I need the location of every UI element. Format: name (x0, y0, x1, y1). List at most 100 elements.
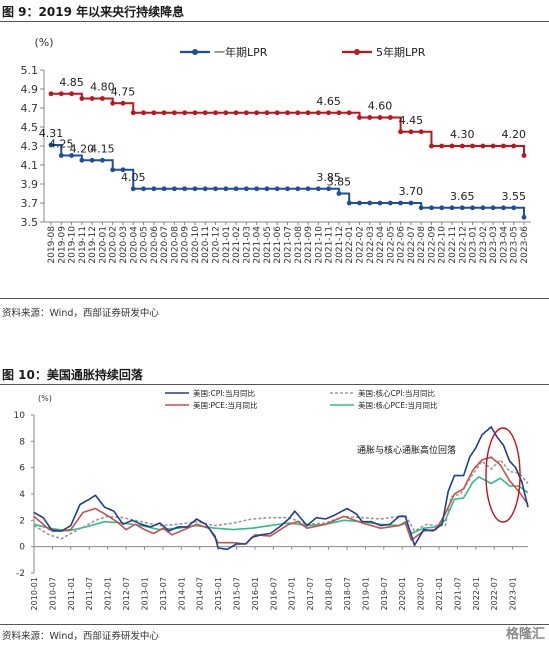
lpr-point (192, 186, 198, 192)
figure10-title: 图 10：美国通胀持续回落 (2, 368, 143, 382)
lpr-point (490, 143, 496, 149)
lpr-point (79, 96, 85, 101)
lpr-y-tick-label: 4.9 (21, 83, 39, 96)
lpr-point (511, 143, 517, 149)
lpr-point (367, 200, 373, 206)
lpr-point (429, 205, 434, 211)
lpr-point (295, 186, 301, 192)
lpr-point (315, 186, 321, 192)
lpr-point (110, 167, 116, 173)
lpr-x-tick-label: 2022-08 (417, 226, 427, 264)
lpr-point (305, 186, 311, 192)
lpr-point (223, 110, 229, 116)
lpr-x-tick-label: 2019-08 (47, 226, 57, 264)
lpr-point (336, 110, 342, 116)
lpr-legend-label-0: 一年期LPR (214, 45, 268, 59)
inflation-x-tick-label: 2018-01 (325, 577, 334, 610)
lpr-point (151, 186, 157, 192)
lpr-point (274, 110, 280, 116)
lpr-x-tick-label: 2020-05 (140, 226, 150, 264)
lpr-x-tick-label: 2020-06 (150, 226, 160, 264)
inflation-x-tick-label: 2021-01 (435, 577, 444, 610)
lpr-point (398, 200, 404, 206)
lpr-data-label: 4.20 (70, 142, 95, 155)
lpr-x-tick-label: 2023-04 (499, 226, 509, 264)
lpr-data-label: 4.05 (121, 171, 146, 184)
lpr-point (69, 91, 74, 97)
lpr-point (501, 143, 506, 149)
watermark-logo: 格隆汇 (505, 627, 545, 642)
lpr-data-label: 3.85 (316, 171, 341, 184)
lpr-data-label: 4.80 (90, 81, 115, 94)
lpr-point (315, 110, 321, 116)
lpr-data-label: 4.45 (399, 114, 424, 127)
lpr-point (490, 205, 496, 211)
inflation-y-tick-label: 0 (19, 543, 25, 553)
lpr-x-tick-label: 2021-04 (253, 226, 263, 264)
lpr-data-label: 3.70 (399, 185, 424, 198)
lpr-point (459, 143, 465, 149)
lpr-x-tick-label: 2020-12 (212, 226, 222, 264)
lpr-x-tick-label: 2021-12 (335, 226, 345, 264)
inflation-x-tick-label: 2016-01 (251, 577, 260, 610)
lpr-x-tick-label: 2021-06 (273, 226, 283, 264)
lpr-point (243, 186, 249, 192)
inflation-series-line-2 (33, 456, 529, 545)
inflation-y-tick-label: 4 (19, 490, 25, 500)
lpr-point (408, 200, 414, 206)
lpr-point (285, 110, 290, 116)
lpr-point (408, 129, 414, 135)
figure9-bottom-rule (0, 298, 549, 299)
lpr-point (511, 205, 517, 211)
inflation-x-tick-label: 2020-01 (398, 577, 407, 610)
lpr-point (326, 110, 332, 116)
inflation-x-tick-label: 2015-07 (233, 577, 242, 610)
lpr-data-label: 3.65 (450, 190, 475, 203)
lpr-x-tick-label: 2021-02 (232, 226, 242, 264)
lpr-point (387, 200, 393, 206)
lpr-point (357, 200, 362, 206)
lpr-data-label: 4.85 (59, 76, 84, 89)
inflation-x-tick-label: 2021-07 (453, 577, 462, 610)
lpr-x-tick-label: 2022-04 (376, 226, 386, 264)
lpr-point (521, 214, 527, 220)
inflation-x-tick-label: 2019-01 (361, 577, 370, 610)
lpr-x-tick-label: 2023-02 (479, 226, 489, 264)
figure10-top-rule (0, 384, 549, 385)
lpr-point (141, 110, 146, 116)
lpr-x-tick-label: 2021-11 (325, 226, 335, 264)
lpr-x-tick-label: 2022-10 (438, 226, 448, 264)
lpr-point (439, 205, 445, 211)
lpr-y-tick-label: 3.9 (21, 178, 39, 191)
lpr-x-tick-label: 2022-05 (386, 226, 396, 264)
lpr-point (89, 96, 95, 101)
inflation-annotation: 通胀与核心通胀高位回落 (357, 444, 456, 456)
lpr-point (418, 129, 424, 135)
figure9-title: 图 9：2019 年以来央行持续降息 (2, 5, 185, 19)
inflation-legend-label-2: 美国:PCE:当月同比 (193, 400, 258, 410)
lpr-point (89, 157, 95, 163)
inflation-x-tick-label: 2014-01 (177, 577, 186, 610)
lpr-point (285, 186, 290, 192)
inflation-series-line-0 (33, 426, 529, 551)
lpr-point (120, 100, 126, 106)
lpr-x-tick-label: 2020-01 (98, 226, 108, 264)
lpr-x-tick-label: 2019-11 (78, 226, 88, 264)
inflation-x-tick-label: 2019-07 (380, 577, 389, 610)
lpr-point (429, 143, 434, 149)
lpr-unit-label: (%) (34, 36, 53, 49)
lpr-point (151, 110, 157, 116)
inflation-y-tick-label: 10 (14, 411, 26, 421)
lpr-point (243, 110, 249, 116)
figure10-source: 资料来源：Wind，西部证券研发中心 (2, 631, 159, 642)
lpr-point (501, 205, 506, 211)
lpr-x-tick-label: 2021-07 (284, 226, 294, 264)
lpr-point (100, 157, 105, 163)
lpr-point (274, 186, 280, 192)
lpr-data-label: 4.25 (49, 138, 74, 151)
lpr-x-tick-label: 2021-05 (263, 226, 273, 264)
inflation-x-tick-label: 2020-07 (417, 577, 426, 610)
lpr-x-tick-label: 2020-09 (181, 226, 191, 264)
lpr-point (130, 186, 136, 192)
lpr-point (161, 110, 167, 116)
